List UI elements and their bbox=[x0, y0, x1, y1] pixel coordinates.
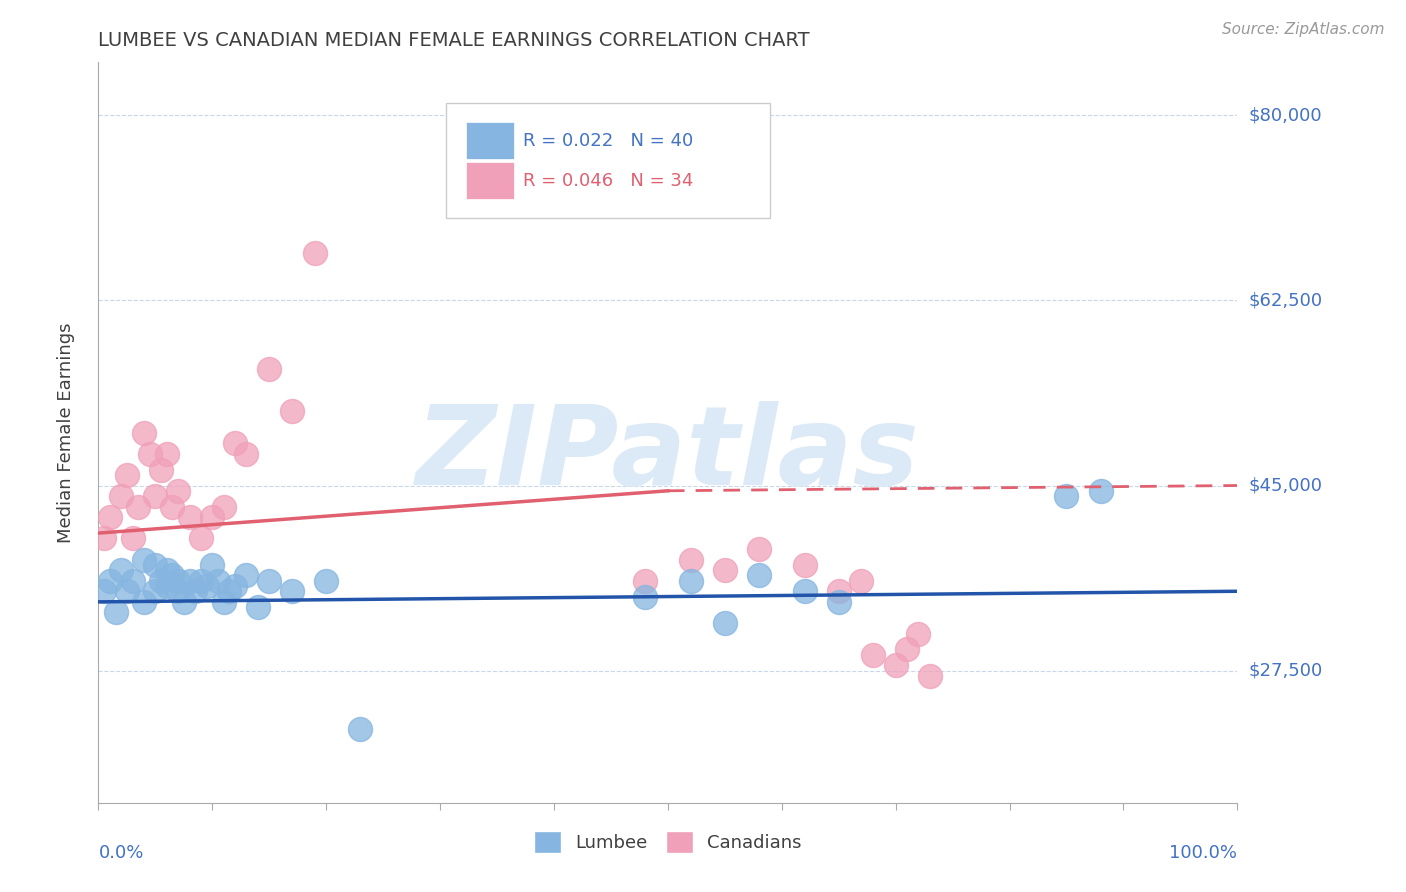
Point bbox=[1054, 489, 1078, 503]
Point bbox=[246, 600, 269, 615]
Point bbox=[862, 648, 884, 662]
Text: $62,500: $62,500 bbox=[1249, 292, 1323, 310]
Point bbox=[828, 584, 851, 599]
Point bbox=[207, 574, 229, 588]
Point bbox=[259, 574, 281, 588]
Point bbox=[179, 574, 201, 588]
Point bbox=[259, 362, 281, 376]
Point bbox=[1090, 483, 1112, 498]
Point bbox=[679, 574, 702, 588]
Text: 100.0%: 100.0% bbox=[1170, 844, 1237, 862]
Legend: Lumbee, Canadians: Lumbee, Canadians bbox=[527, 824, 808, 861]
Point bbox=[110, 489, 132, 503]
Point bbox=[150, 462, 173, 476]
Text: $27,500: $27,500 bbox=[1249, 662, 1323, 680]
Point bbox=[714, 615, 737, 630]
Point bbox=[156, 579, 179, 593]
Point bbox=[167, 574, 190, 588]
Point bbox=[828, 595, 851, 609]
Text: R = 0.022   N = 40: R = 0.022 N = 40 bbox=[523, 132, 693, 150]
Point bbox=[145, 584, 167, 599]
Point bbox=[748, 568, 770, 582]
Point bbox=[132, 595, 155, 609]
Point bbox=[138, 447, 160, 461]
Point bbox=[93, 532, 115, 546]
Point bbox=[156, 563, 179, 577]
Point bbox=[190, 574, 212, 588]
Text: LUMBEE VS CANADIAN MEDIAN FEMALE EARNINGS CORRELATION CHART: LUMBEE VS CANADIAN MEDIAN FEMALE EARNING… bbox=[98, 30, 810, 50]
Point bbox=[150, 574, 173, 588]
Point bbox=[115, 584, 138, 599]
Point bbox=[121, 574, 143, 588]
Point bbox=[235, 568, 257, 582]
Point bbox=[167, 483, 190, 498]
Point bbox=[98, 574, 121, 588]
Point bbox=[201, 558, 224, 572]
Point bbox=[195, 579, 218, 593]
Point bbox=[918, 669, 941, 683]
Text: R = 0.046   N = 34: R = 0.046 N = 34 bbox=[523, 172, 693, 190]
Point bbox=[224, 579, 246, 593]
Point bbox=[748, 541, 770, 556]
Point bbox=[714, 563, 737, 577]
Point bbox=[679, 552, 702, 566]
Point bbox=[145, 489, 167, 503]
Point bbox=[304, 245, 326, 260]
Point bbox=[281, 584, 304, 599]
FancyBboxPatch shape bbox=[446, 103, 770, 218]
Point bbox=[793, 584, 815, 599]
Point bbox=[281, 404, 304, 418]
Point bbox=[132, 425, 155, 440]
Point bbox=[93, 584, 115, 599]
Point bbox=[212, 595, 235, 609]
Point bbox=[315, 574, 337, 588]
Text: Source: ZipAtlas.com: Source: ZipAtlas.com bbox=[1222, 22, 1385, 37]
Point bbox=[179, 510, 201, 524]
FancyBboxPatch shape bbox=[467, 122, 515, 159]
Y-axis label: Median Female Earnings: Median Female Earnings bbox=[56, 322, 75, 543]
Point bbox=[156, 447, 179, 461]
Point bbox=[907, 626, 929, 640]
Point bbox=[121, 532, 143, 546]
Point bbox=[104, 606, 127, 620]
Point bbox=[235, 447, 257, 461]
Point bbox=[201, 510, 224, 524]
Text: ZIPatlas: ZIPatlas bbox=[416, 401, 920, 508]
Point bbox=[212, 500, 235, 514]
Text: 0.0%: 0.0% bbox=[98, 844, 143, 862]
Point bbox=[110, 563, 132, 577]
Point bbox=[167, 584, 190, 599]
Point bbox=[634, 574, 657, 588]
Point bbox=[634, 590, 657, 604]
Point bbox=[793, 558, 815, 572]
Point bbox=[145, 558, 167, 572]
Point bbox=[190, 532, 212, 546]
Point bbox=[184, 584, 207, 599]
Point bbox=[162, 500, 184, 514]
Point bbox=[162, 568, 184, 582]
Point bbox=[115, 467, 138, 482]
Point bbox=[173, 595, 195, 609]
Point bbox=[224, 436, 246, 450]
Text: $80,000: $80,000 bbox=[1249, 106, 1322, 124]
Point bbox=[349, 722, 371, 736]
Point bbox=[98, 510, 121, 524]
Point bbox=[896, 642, 918, 657]
Point bbox=[884, 658, 907, 673]
Point bbox=[851, 574, 873, 588]
Point bbox=[127, 500, 149, 514]
Point bbox=[218, 584, 240, 599]
Text: $45,000: $45,000 bbox=[1249, 476, 1323, 494]
Point bbox=[132, 552, 155, 566]
FancyBboxPatch shape bbox=[467, 162, 515, 199]
